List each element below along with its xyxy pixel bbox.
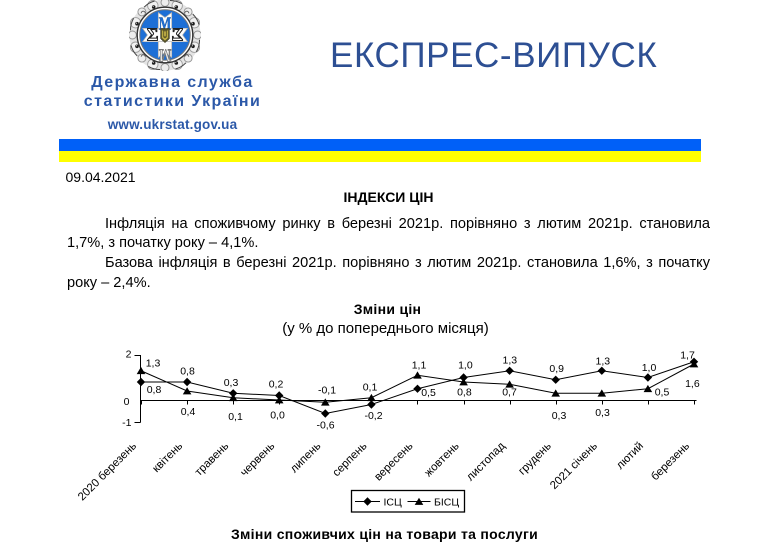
- svg-text:0,1: 0,1: [228, 411, 243, 423]
- svg-text:-0,2: -0,2: [364, 410, 382, 422]
- svg-text:березень: березень: [649, 440, 692, 483]
- svg-text:квітень: квітень: [150, 440, 185, 475]
- svg-text:-0,6: -0,6: [316, 420, 334, 432]
- svg-text:1,3: 1,3: [502, 355, 517, 367]
- svg-text:1,0: 1,0: [458, 359, 473, 371]
- svg-text:2: 2: [126, 349, 132, 361]
- svg-text:0: 0: [124, 396, 130, 408]
- svg-text:лютий: лютий: [614, 440, 646, 472]
- svg-text:листопад: листопад: [464, 440, 508, 484]
- svg-text:серпень: серпень: [331, 440, 370, 479]
- svg-text:2021 січень: 2021 січень: [548, 440, 600, 492]
- svg-text:Σ: Σ: [172, 25, 184, 45]
- svg-text:1,1: 1,1: [412, 359, 427, 371]
- svg-text:0,4: 0,4: [181, 406, 196, 418]
- svg-text:БІСЦ: БІСЦ: [434, 496, 459, 508]
- svg-text:Σ: Σ: [147, 25, 159, 45]
- svg-text:грудень: грудень: [516, 440, 553, 477]
- svg-text:0,8: 0,8: [457, 386, 472, 398]
- svg-text:1,3: 1,3: [595, 355, 610, 367]
- svg-text:ІСЦ: ІСЦ: [384, 496, 403, 508]
- svg-text:0,1: 0,1: [363, 382, 378, 394]
- svg-text:0,3: 0,3: [552, 410, 567, 422]
- svg-text:травень: травень: [193, 440, 231, 478]
- svg-text:0,5: 0,5: [655, 387, 670, 399]
- svg-text:М: М: [159, 46, 172, 66]
- svg-text:0,9: 0,9: [549, 363, 564, 375]
- svg-text:червень: червень: [238, 440, 277, 479]
- svg-text:-1: -1: [122, 417, 131, 429]
- svg-text:0,3: 0,3: [595, 407, 610, 419]
- svg-text:0,8: 0,8: [180, 366, 195, 378]
- svg-text:липень: липень: [288, 440, 323, 475]
- svg-text:0,8: 0,8: [147, 384, 162, 396]
- svg-text:1,7: 1,7: [680, 350, 695, 362]
- svg-text:0,2: 0,2: [269, 379, 284, 391]
- svg-text:жовтень: жовтень: [423, 440, 462, 479]
- svg-text:-0,1: -0,1: [318, 384, 336, 396]
- svg-text:вересень: вересень: [372, 440, 415, 483]
- svg-text:0,7: 0,7: [502, 386, 517, 398]
- svg-text:1,0: 1,0: [642, 362, 657, 374]
- svg-text:1,3: 1,3: [146, 357, 161, 369]
- svg-text:1,6: 1,6: [685, 378, 700, 390]
- svg-text:0,3: 0,3: [224, 377, 239, 389]
- svg-text:0,5: 0,5: [421, 387, 436, 399]
- svg-text:0,0: 0,0: [270, 410, 285, 422]
- svg-text:2020 березень: 2020 березень: [76, 440, 139, 503]
